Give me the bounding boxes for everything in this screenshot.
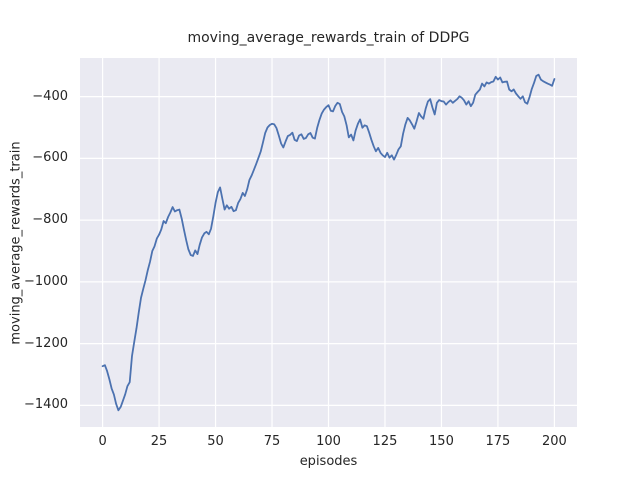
x-tick-label: 0 [98,434,107,449]
y-tick-label: −600 [32,150,68,166]
chart-title: moving_average_rewards_train of DDPG [187,30,470,46]
x-tick-label: 175 [485,434,511,449]
y-tick-label: −1000 [24,273,68,289]
chart-plot-svg [80,58,577,427]
y-axis-label: moving_average_rewards_train [8,141,24,345]
x-tick-label: 50 [207,434,224,449]
x-tick-label: 150 [429,434,454,449]
y-tick-label: −1200 [24,335,68,351]
y-tick-label: −1400 [24,397,68,413]
x-tick-label: 75 [263,434,281,449]
plot-area [80,58,577,427]
y-tick-label: −800 [32,212,68,228]
reward-curve-line [101,73,556,412]
x-tick-label: 25 [150,434,168,449]
x-tick-label: 100 [316,434,341,449]
x-axis-label: episodes [299,454,358,469]
x-tick-label: 125 [372,434,398,449]
y-tick-label: −400 [32,88,68,104]
x-tick-label: 200 [541,434,567,449]
